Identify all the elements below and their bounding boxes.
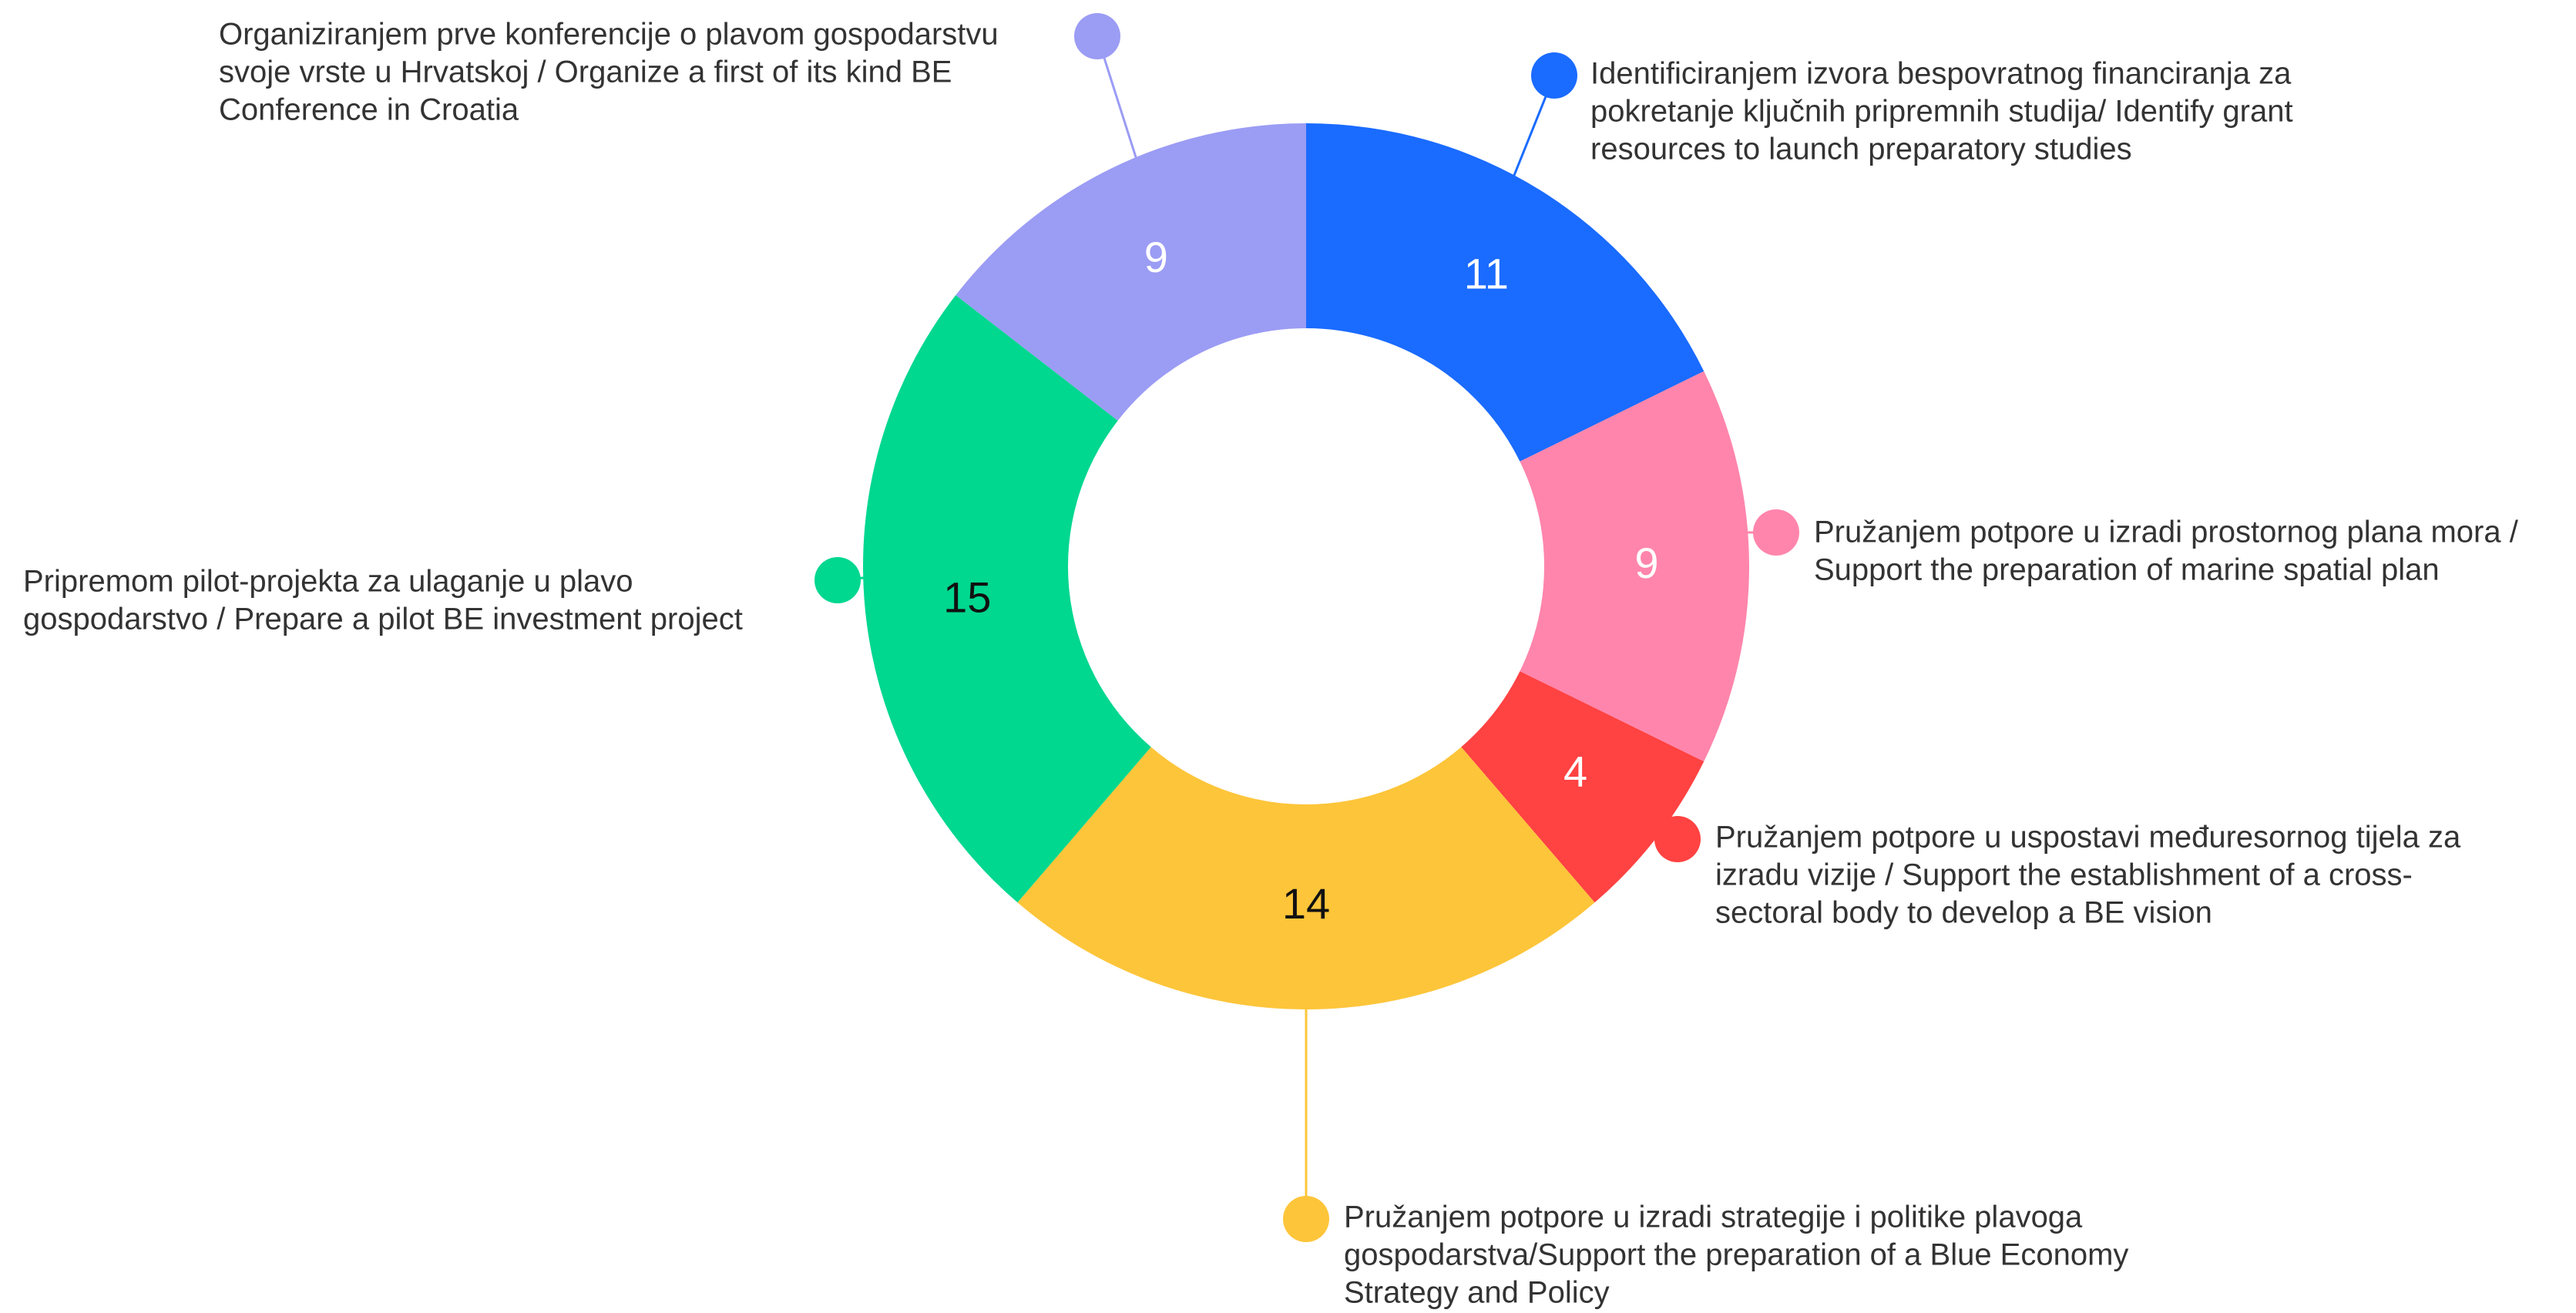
- value-label: 9: [1634, 539, 1658, 587]
- leader-dot: [1283, 1196, 1329, 1242]
- value-label: 9: [1144, 233, 1168, 281]
- value-label: 15: [943, 573, 991, 622]
- value-label: 14: [1282, 879, 1330, 928]
- leader-dot: [1531, 52, 1577, 99]
- leader-dot: [1654, 816, 1701, 862]
- donut-segment: [1017, 747, 1595, 1009]
- value-label: 11: [1464, 250, 1509, 298]
- donut-segment: [956, 123, 1306, 421]
- category-label: Pružanjem potpore u izradi strategije i …: [1344, 1201, 2083, 1234]
- category-label: Pružanjem potpore u izradi prostornog pl…: [1814, 515, 2519, 549]
- category-label: izradu vizije / Support the establishmen…: [1715, 858, 2413, 892]
- leader-dot: [814, 557, 861, 603]
- category-label: Pripremom pilot-projekta za ulaganje u p…: [23, 565, 633, 599]
- category-label: sectoral body to develop a BE vision: [1715, 896, 2212, 930]
- category-label: Pružanjem potpore u uspostavi međuresorn…: [1715, 821, 2461, 855]
- category-label: resources to launch preparatory studies: [1590, 133, 2132, 166]
- category-label: Support the preparation of marine spatia…: [1814, 553, 2440, 587]
- leader-dot: [1074, 13, 1120, 59]
- category-label: svoje vrste u Hrvatskoj / Organize a fir…: [219, 55, 952, 89]
- leader-dot: [1753, 509, 1799, 556]
- category-label: gospodarstvo / Prepare a pilot BE invest…: [23, 603, 743, 636]
- value-label: 4: [1563, 747, 1587, 795]
- category-label: gospodarstva/Support the preparation of …: [1344, 1238, 2128, 1272]
- category-label: Identificiranjem izvora bespovratnog fin…: [1590, 57, 2292, 91]
- donut-segment: [863, 295, 1151, 903]
- donut-segment: [1520, 371, 1750, 762]
- category-label: pokretanje ključnih pripremnih studija/ …: [1590, 95, 2293, 129]
- donut-segment: [1461, 671, 1704, 903]
- category-label: Conference in Croatia: [219, 93, 519, 127]
- category-label: Organiziranjem prve konferencije o plavo…: [219, 18, 999, 52]
- category-label: Strategy and Policy: [1344, 1276, 1610, 1310]
- donut-segment: [1306, 123, 1704, 462]
